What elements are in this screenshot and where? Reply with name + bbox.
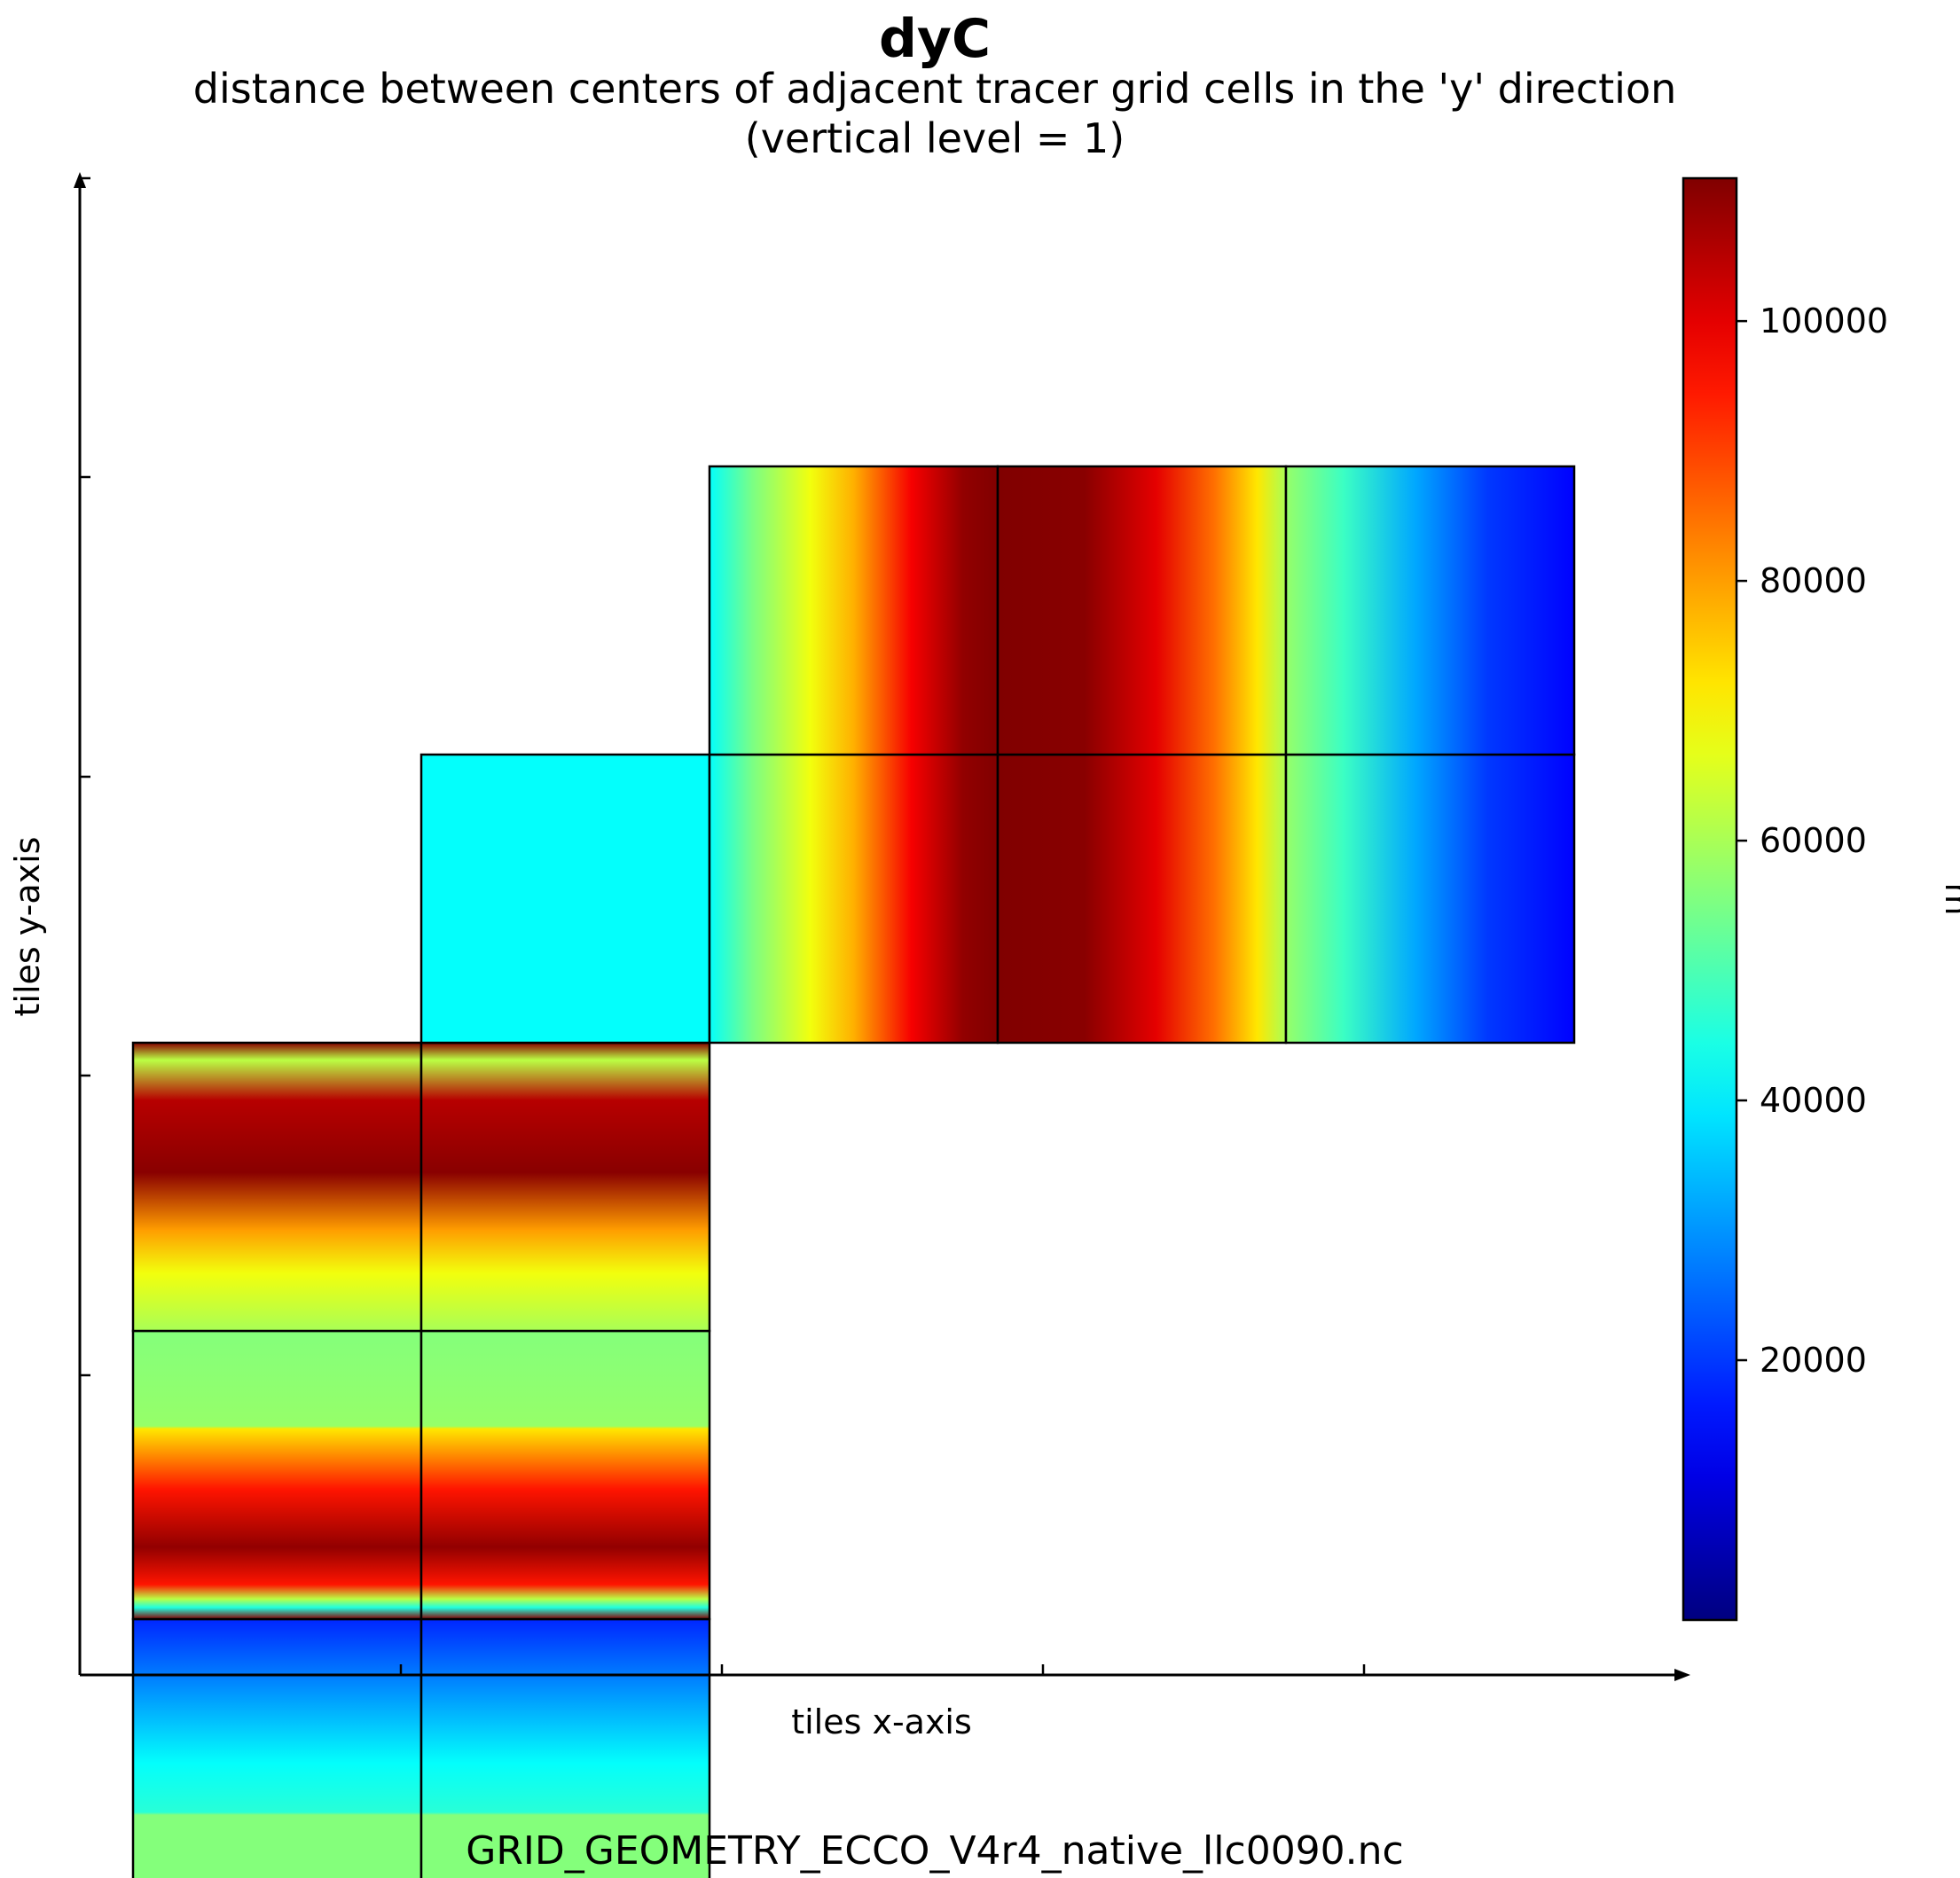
tile-11 [708, 465, 1000, 756]
colorbar-tick-label-100000: 100000 [1760, 301, 1888, 340]
tile-12 [996, 465, 1288, 756]
colorbar-tick-label-40000: 40000 [1760, 1081, 1867, 1120]
tile-mosaic [131, 465, 1576, 1878]
tile-13 [1284, 465, 1576, 756]
tile-10 [1284, 753, 1576, 1045]
tile-2 [131, 1329, 423, 1621]
tile-4 [419, 1617, 711, 1878]
y-axis-arrow [74, 172, 86, 188]
chart-subtitle-line-1: distance between centers of adjacent tra… [193, 65, 1677, 113]
colorbar-tick-label-80000: 80000 [1760, 561, 1867, 600]
tile-3 [131, 1041, 423, 1333]
axes [74, 172, 1690, 1681]
colorbar-gradient [1682, 176, 1738, 1622]
x-axis-arrow [1674, 1669, 1690, 1681]
chart-subtitle-line-2: (vertical level = 1) [745, 114, 1125, 162]
colorbar-tick-label-20000: 20000 [1760, 1341, 1867, 1380]
tile-9 [996, 753, 1288, 1045]
tile-8 [708, 753, 1000, 1045]
y-axis-label: tiles y-axis [8, 837, 47, 1017]
x-axis-label: tiles x-axis [791, 1702, 972, 1741]
tile-7 [419, 753, 711, 1045]
footer-filename: GRID_GEOMETRY_ECCO_V4r4_native_llc0090.n… [466, 1828, 1404, 1874]
tile-1 [131, 1617, 423, 1878]
chart-title: dyC [879, 8, 991, 70]
colorbar-label: m [1938, 882, 1960, 915]
x-axis-ticks [399, 1664, 1366, 1675]
tile-5 [419, 1329, 711, 1621]
colorbar: 20000 40000 60000 80000 100000 m [1682, 176, 1960, 1622]
y-axis-ticks [80, 176, 90, 1377]
tile-6 [419, 1041, 711, 1333]
colorbar-ticks: 20000 40000 60000 80000 100000 [1737, 301, 1888, 1380]
colorbar-tick-label-60000: 60000 [1760, 821, 1867, 860]
